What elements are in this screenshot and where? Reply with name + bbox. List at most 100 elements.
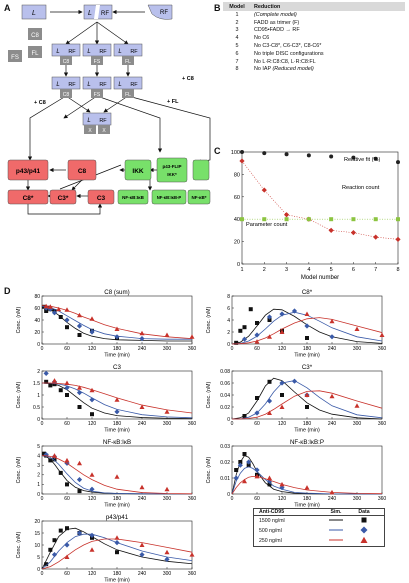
svg-text:NF-κB*: NF-κB*	[191, 195, 206, 200]
data-point	[306, 153, 311, 158]
y-tick-label: 0.06	[220, 381, 230, 387]
x-tick-label: 60	[64, 496, 70, 502]
panel-label-d: D	[4, 286, 11, 296]
x-axis-label: Time (min)	[294, 353, 320, 359]
svg-text:RF: RF	[99, 49, 107, 55]
series-2	[41, 453, 193, 495]
data-point	[52, 457, 57, 462]
data-point	[279, 311, 285, 317]
chart-title: C8*	[302, 289, 313, 296]
data-point	[65, 393, 69, 397]
y-tick-label: 100	[231, 150, 240, 156]
label-parameter-count: Parameter count	[246, 222, 288, 228]
node-lrf-fs: L RF FS	[82, 43, 112, 65]
data-point	[305, 405, 309, 409]
legend-row-250: 250 ng/ml	[254, 536, 384, 546]
data-point	[139, 542, 145, 547]
y-axis-label: Conc. (nM)	[206, 306, 212, 333]
svg-text:RF: RF	[99, 118, 107, 124]
data-point	[280, 393, 284, 397]
x-tick-label: 360	[378, 346, 387, 352]
legend-header-dose: Anti-CD95	[259, 509, 285, 515]
data-point	[279, 404, 285, 409]
chart-title: C3*	[302, 364, 313, 371]
data-point	[189, 334, 195, 339]
svg-text:L: L	[56, 49, 59, 55]
data-point	[115, 550, 119, 555]
chart-title: C3	[113, 364, 121, 371]
series-1	[41, 530, 193, 570]
data-point	[262, 217, 267, 222]
data-point	[241, 336, 248, 342]
node-lrf-fl-b: L RF FL	[113, 76, 143, 98]
svg-text:L: L	[87, 82, 90, 88]
y-tick-label: 20	[34, 330, 40, 336]
y-tick-label: 0.03	[220, 444, 230, 450]
x-tick-label: 60	[254, 496, 260, 502]
series-0	[240, 150, 400, 165]
data-point	[114, 474, 120, 479]
sim-line	[41, 455, 193, 495]
svg-text:FS: FS	[11, 55, 19, 61]
data-point	[52, 453, 57, 458]
series-0	[41, 451, 192, 495]
data-point	[267, 475, 272, 480]
x-tick-label: 120	[88, 346, 97, 352]
data-point	[261, 187, 267, 193]
x-tick-label: 240	[138, 421, 147, 427]
series-2	[42, 378, 193, 414]
svg-text:RF: RF	[101, 11, 109, 17]
node-p43p41: p43/p41	[7, 159, 49, 181]
x-tick-label: 360	[188, 421, 197, 427]
data-point	[254, 339, 260, 344]
data-point	[351, 155, 356, 160]
y-tick-label: 0.08	[220, 369, 230, 375]
y-axis-label: Conc. (nM)	[16, 456, 22, 483]
y-axis-label: Conc. (nM)	[206, 456, 212, 483]
data-point	[164, 332, 170, 337]
svg-text:RF: RF	[68, 49, 76, 55]
legend-marker-triangle	[360, 536, 368, 543]
data-point	[379, 332, 385, 337]
data-point	[238, 328, 243, 333]
data-point	[89, 532, 95, 538]
node-c8-red: C8	[67, 159, 97, 181]
data-point	[76, 390, 83, 396]
data-point	[255, 396, 259, 400]
data-point	[329, 217, 334, 222]
svg-text:L: L	[56, 82, 59, 88]
data-point	[89, 547, 95, 552]
data-point	[77, 489, 82, 494]
data-point	[328, 227, 334, 233]
table-row: 8 No IAP (Reduced model)	[235, 66, 314, 73]
chart-title: p43/p41	[106, 514, 129, 521]
svg-text:L: L	[32, 10, 36, 17]
data-point	[254, 410, 260, 416]
sim-line	[231, 466, 382, 495]
sim-line	[231, 377, 383, 420]
data-point	[52, 378, 57, 383]
x-tick-label: 300	[353, 496, 362, 502]
svg-text:L: L	[87, 49, 90, 55]
series-1	[231, 308, 383, 345]
data-point	[114, 397, 120, 402]
y-tick-label: 2	[37, 369, 40, 375]
data-point	[354, 326, 360, 331]
data-point	[90, 412, 94, 417]
table-row: 1 (Complete model)	[235, 11, 297, 18]
legend-header-sim: Sim.	[330, 509, 342, 515]
x-tick-label: 240	[138, 496, 147, 502]
data-point	[240, 217, 244, 222]
data-point	[279, 329, 285, 334]
x-axis-label: Model number	[301, 275, 339, 281]
data-point	[238, 460, 243, 464]
svg-text:IKK*: IKK*	[167, 172, 177, 177]
data-point	[77, 460, 82, 466]
y-tick-label: 0.02	[220, 460, 230, 466]
sim-line	[41, 306, 192, 342]
svg-text:NF-κB:IκB: NF-κB:IκB	[122, 195, 145, 200]
plot-frame	[41, 445, 193, 495]
table-row: 3 CD95•FADD → RF	[235, 27, 300, 34]
x-tick-label: 120	[88, 421, 97, 427]
x-tick-label: 120	[278, 346, 287, 352]
